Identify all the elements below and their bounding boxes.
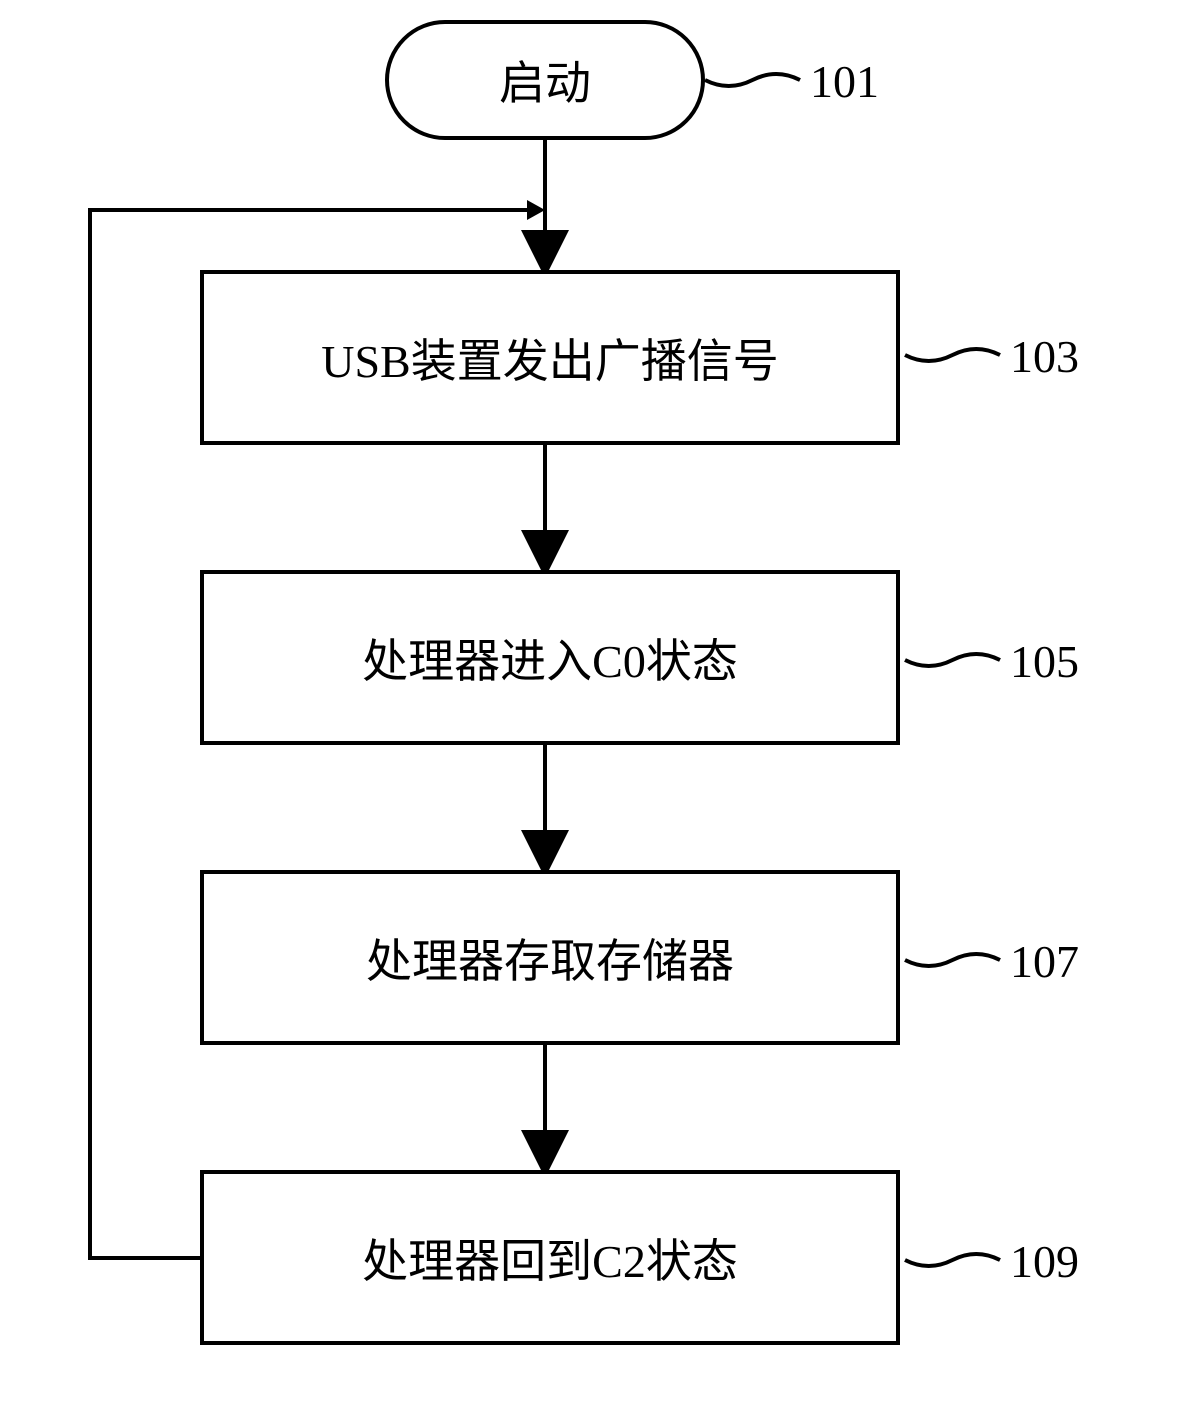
node-text: 处理器存取存储器 <box>366 925 734 991</box>
node-text: 处理器进入C0状态 <box>362 625 738 691</box>
flowchart-node-return_c2: 处理器回到C2状态 <box>200 1170 900 1345</box>
node-label-return_c2: 109 <box>1010 1235 1079 1288</box>
node-label-enter_c0: 105 <box>1010 635 1079 688</box>
label-connector-return_c2 <box>905 1254 1000 1266</box>
flowchart-node-enter_c0: 处理器进入C0状态 <box>200 570 900 745</box>
node-label-access_memory: 107 <box>1010 935 1079 988</box>
node-label-start: 101 <box>810 55 879 108</box>
flowchart-container: 启动 101 USB装置发出广播信号 103 处理器进入C0状态 105 处理器存取存储器 1… <box>0 0 1177 1420</box>
flowchart-node-broadcast: USB装置发出广播信号 <box>200 270 900 445</box>
flowchart-node-access_memory: 处理器存取存储器 <box>200 870 900 1045</box>
node-text: 处理器回到C2状态 <box>362 1225 738 1291</box>
node-label-broadcast: 103 <box>1010 330 1079 383</box>
node-text: USB装置发出广播信号 <box>321 325 778 391</box>
node-text: 启动 <box>499 47 591 113</box>
flowchart-node-start: 启动 <box>385 20 705 140</box>
loop-edge-arrow <box>527 200 545 220</box>
label-connector-start <box>705 74 800 86</box>
label-connector-access_memory <box>905 954 1000 966</box>
label-connector-broadcast <box>905 349 1000 361</box>
label-connector-enter_c0 <box>905 654 1000 666</box>
